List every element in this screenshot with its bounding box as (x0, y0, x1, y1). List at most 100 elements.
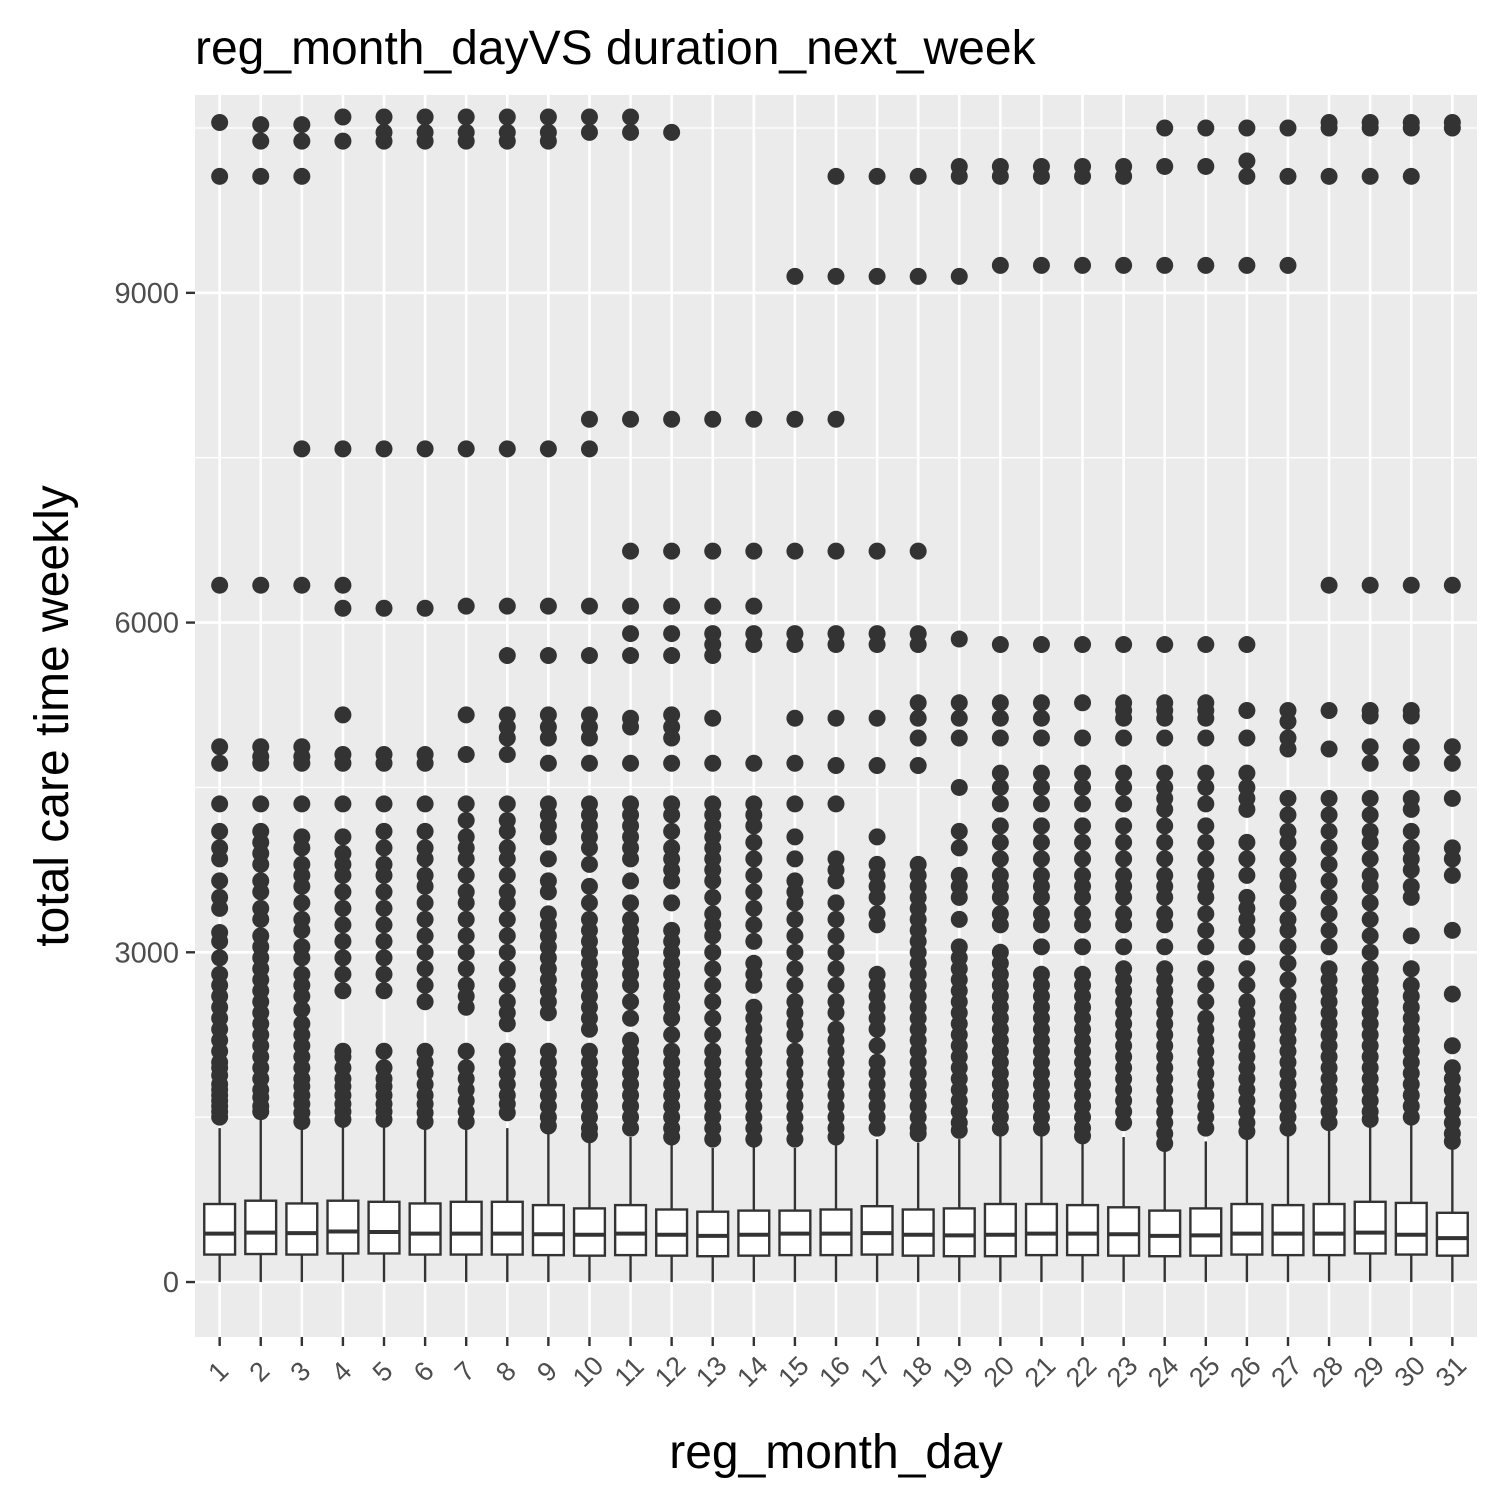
outlier-point (334, 932, 352, 950)
boxplot-15 (778, 267, 812, 1283)
outlier-point (663, 894, 681, 912)
outlier-point (1443, 1037, 1461, 1055)
y-tick-label: 9000 (114, 278, 179, 310)
outlier-point (1238, 119, 1256, 137)
outlier-point (827, 872, 845, 890)
boxplot-7 (449, 108, 483, 1283)
outlier-point (909, 636, 927, 654)
outlier-point (1361, 894, 1379, 912)
outlier-point (539, 132, 557, 150)
outlier-point (1279, 954, 1297, 972)
outlier-point (1156, 817, 1174, 835)
outlier-point (498, 647, 516, 665)
outlier-point (539, 108, 557, 126)
boxplots (203, 108, 1469, 1283)
outlier-point (1238, 800, 1256, 818)
outlier-point (1320, 119, 1338, 137)
boxplot-5 (367, 108, 401, 1283)
outlier-point (1402, 888, 1420, 906)
outlier-point (909, 542, 927, 560)
outlier-point (211, 949, 229, 967)
outlier-point (416, 1113, 434, 1131)
boxplot-19 (942, 157, 976, 1283)
outlier-point (1197, 888, 1215, 906)
outlier-point (457, 597, 475, 615)
outlier-point (1032, 795, 1050, 813)
outlier-point (1320, 888, 1338, 906)
box-iqr (326, 1199, 360, 1255)
boxplot-25 (1189, 119, 1223, 1283)
outlier-point (539, 729, 557, 747)
outlier-point (375, 1110, 393, 1128)
outlier-point (1115, 636, 1133, 654)
outlier-point (1279, 877, 1297, 895)
outlier-point (334, 828, 352, 846)
outlier-point (580, 597, 598, 615)
outlier-point (1402, 822, 1420, 840)
outlier-point (786, 850, 804, 868)
outlier-point (827, 910, 845, 928)
outlier-point (1443, 576, 1461, 594)
outlier-point (950, 839, 968, 857)
outlier-point (622, 410, 640, 428)
outlier-point (868, 167, 886, 185)
outlier-point (580, 706, 598, 724)
outlier-point (1197, 817, 1215, 835)
outlier-point (991, 729, 1009, 747)
outlier-point (375, 132, 393, 150)
outlier-point (1197, 764, 1215, 782)
outlier-point (827, 943, 845, 961)
outlier-point (1320, 839, 1338, 857)
outlier-point (539, 754, 557, 772)
outlier-point (622, 894, 640, 912)
outlier-point (1320, 822, 1338, 840)
outlier-point (622, 850, 640, 868)
y-tick-label: 3000 (114, 937, 179, 969)
outlier-point (416, 993, 434, 1011)
outlier-point (457, 811, 475, 829)
outlier-point (786, 894, 804, 912)
outlier-point (704, 1130, 722, 1148)
outlier-point (498, 597, 516, 615)
outlier-point (622, 993, 640, 1011)
outlier-point (211, 899, 229, 917)
outlier-point (1156, 119, 1174, 137)
outlier-point (827, 410, 845, 428)
outlier-point (1361, 167, 1379, 185)
outlier-point (1032, 709, 1050, 727)
outlier-point (622, 1009, 640, 1027)
outlier-point (909, 167, 927, 185)
outlier-point (457, 795, 475, 813)
outlier-point (786, 976, 804, 994)
outlier-point (950, 888, 968, 906)
boxplot-1 (203, 113, 237, 1283)
outlier-point (252, 795, 270, 813)
outlier-point (580, 647, 598, 665)
outlier-point (1197, 1119, 1215, 1137)
outlier-point (1032, 256, 1050, 274)
outlier-point (1115, 795, 1133, 813)
outlier-point (1279, 789, 1297, 807)
outlier-point (1074, 636, 1092, 654)
outlier-point (786, 542, 804, 560)
outlier-point (1156, 709, 1174, 727)
outlier-point (991, 916, 1009, 934)
outlier-point (950, 822, 968, 840)
outlier-point (334, 965, 352, 983)
outlier-point (1074, 817, 1092, 835)
outlier-point (1320, 740, 1338, 758)
outlier-point (827, 795, 845, 813)
outlier-point (375, 965, 393, 983)
outlier-point (211, 167, 229, 185)
outlier-point (1156, 916, 1174, 934)
boxplot-27 (1271, 119, 1305, 1283)
outlier-point (663, 1026, 681, 1044)
outlier-point (1074, 256, 1092, 274)
outlier-point (498, 729, 516, 747)
outlier-point (1032, 778, 1050, 796)
outlier-point (1279, 1119, 1297, 1137)
outlier-point (580, 839, 598, 857)
outlier-point (704, 1009, 722, 1027)
outlier-point (293, 116, 311, 134)
outlier-point (211, 932, 229, 950)
